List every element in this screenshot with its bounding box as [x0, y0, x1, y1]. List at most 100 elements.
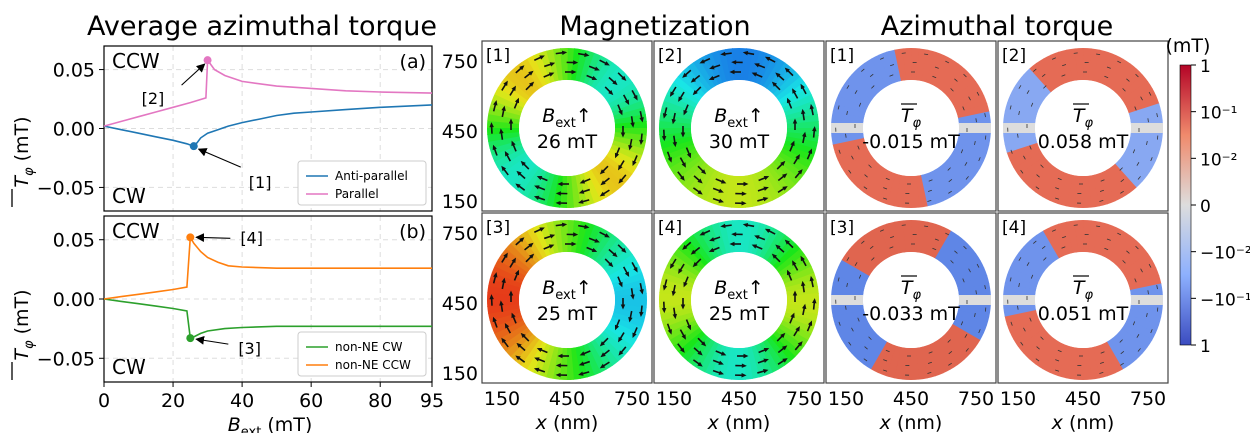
ring-segment [949, 80, 981, 105]
ring-segment [673, 155, 703, 180]
legend-box [297, 160, 427, 206]
map-x-tick-label: 750 [1130, 388, 1166, 410]
ring-segment [591, 58, 614, 89]
torque-value: -0.015 mT [862, 131, 960, 153]
ring-segment [692, 339, 715, 370]
ring-segment [856, 163, 883, 193]
ring-segment [841, 323, 873, 348]
y-tick-label: 0.05 [53, 60, 95, 82]
moment-arrowhead [763, 197, 769, 202]
torque-arrow [861, 240, 865, 244]
map-y-tick-label: 450 [442, 293, 478, 315]
moment-arrowhead [683, 109, 688, 116]
ring-segment [920, 345, 936, 379]
ring-segment [856, 335, 883, 365]
moment-arrowhead [701, 341, 707, 347]
torque-symbol: Tφ [1073, 105, 1094, 131]
torque-arrow [1122, 88, 1126, 92]
map-y-tick-label: 750 [442, 223, 478, 245]
ring-segment [832, 137, 866, 153]
ring-segment [1107, 230, 1131, 262]
moment-arrowhead [519, 65, 525, 71]
ring-segment [957, 111, 991, 124]
ring-segment [857, 234, 884, 265]
moment-arrowhead [555, 363, 561, 368]
zero-band [1003, 123, 1035, 133]
ring-segment [769, 238, 797, 267]
torque-map-2: [2] Tφ0.058 mT [997, 40, 1169, 212]
ring-segment [772, 243, 801, 270]
ring-segment [494, 319, 526, 340]
ccw-label: CCW [112, 219, 160, 243]
torque-arrow [1147, 290, 1149, 295]
torque-arrow [978, 329, 981, 334]
torque-arrow [1020, 341, 1024, 346]
ring-segment [942, 160, 971, 188]
ring-segment [613, 107, 646, 121]
moment-arrowhead [578, 361, 585, 366]
ring-segment [698, 341, 719, 373]
ring-segment [778, 152, 809, 175]
moment-arrowhead [800, 108, 806, 115]
ring-segment [505, 330, 534, 357]
torque-arrow [869, 73, 874, 78]
moment-arrowhead [672, 313, 678, 320]
ring-segment [1097, 223, 1117, 257]
zero-band [959, 123, 991, 133]
series-line [103, 234, 432, 300]
ring-segment [669, 151, 700, 174]
moment-arrowhead [501, 277, 506, 284]
ring-segment [775, 76, 805, 101]
ring-segment [954, 267, 988, 286]
ring-segment [579, 50, 596, 84]
map-tag: [3] [830, 218, 854, 238]
moment-arrowhead [763, 369, 769, 374]
ring-segment [920, 173, 936, 207]
y-tick-label: −0.05 [37, 177, 95, 199]
moment-arrowhead [579, 351, 586, 356]
moment-arrowhead [669, 263, 675, 269]
moment-arrowhead [741, 201, 747, 206]
moment-arrowhead [741, 191, 747, 196]
moment-arrowhead [573, 232, 579, 237]
moment-arrowhead [617, 164, 623, 171]
ring-segment [780, 148, 812, 169]
torque-arrow [1035, 186, 1040, 190]
map-x-tick-label: 450 [893, 388, 929, 410]
ring-segment [946, 328, 976, 355]
ring-segment [1097, 51, 1117, 85]
ring-segment [1029, 234, 1056, 265]
moment-arrowhead [667, 157, 672, 163]
ring-segment [574, 346, 588, 379]
ring-segment [925, 223, 945, 257]
map-tag: [1] [830, 46, 854, 66]
ring-segment [611, 312, 645, 329]
torque-arrow [962, 278, 965, 283]
torque-arrow [883, 369, 888, 372]
ring-segment [775, 248, 805, 273]
ring-segment [832, 102, 866, 119]
moment-arrowhead [679, 347, 685, 353]
ring-segment [1035, 230, 1060, 262]
ring-segment [1097, 171, 1116, 205]
ring-segment [949, 252, 981, 277]
moment-arrowhead [795, 154, 800, 160]
ring-segment [786, 132, 819, 143]
ring-segment [1111, 235, 1138, 265]
moment-arrowhead [561, 222, 568, 228]
moment-arrowhead [692, 262, 698, 268]
moment-arrowhead [533, 367, 540, 372]
ring-segment [698, 169, 719, 201]
ring-segment [956, 275, 990, 291]
moment-arrowhead [555, 191, 561, 196]
ring-segment [606, 82, 637, 105]
ring-segment [603, 155, 633, 181]
ring-segment [910, 347, 920, 380]
moment-arrowhead [503, 252, 508, 259]
torque-arrow [978, 157, 981, 162]
ring-segment [608, 260, 640, 281]
moment-arrowhead [809, 275, 815, 282]
moment-arrowhead [682, 72, 688, 78]
ring-segment [831, 110, 865, 123]
torque-arrow [863, 186, 868, 190]
